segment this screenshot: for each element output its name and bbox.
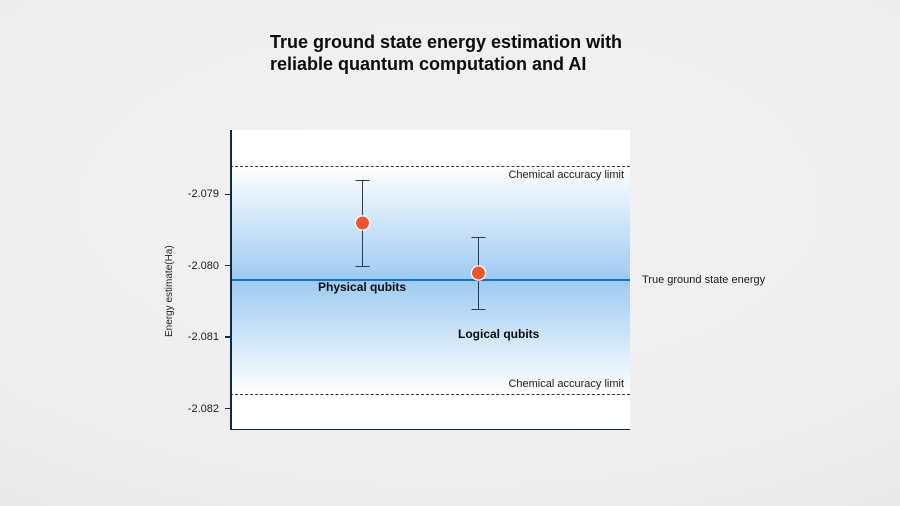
y-axis-label: Energy estimate(Ha) — [164, 245, 175, 337]
y-tick — [225, 265, 230, 267]
chart-title: True ground state energy estimation with… — [270, 32, 622, 76]
y-tick-label: -2.082 — [188, 403, 219, 415]
true-ground-state-line — [230, 279, 630, 282]
y-axis — [230, 130, 232, 430]
errorbar-logical-qubits — [478, 130, 479, 430]
y-tick — [225, 194, 230, 196]
y-tick — [225, 336, 230, 338]
series-label: Physical qubits — [318, 280, 406, 294]
chem-limit-lower-label: Chemical accuracy limit — [508, 378, 624, 390]
chem-limit-lower — [230, 394, 630, 395]
y-tick-label: -2.081 — [188, 331, 219, 343]
y-tick-label: -2.079 — [188, 188, 219, 200]
data-point-marker — [472, 266, 485, 279]
y-tick — [225, 408, 230, 410]
data-point-marker — [356, 216, 369, 229]
chart-plot-area: -2.079-2.080-2.081-2.082Chemical accurac… — [230, 130, 630, 430]
x-axis — [230, 429, 630, 431]
series-label: Logical qubits — [458, 327, 539, 341]
y-tick-label: -2.080 — [188, 260, 219, 272]
chem-limit-upper-label: Chemical accuracy limit — [508, 169, 624, 181]
chem-limit-upper — [230, 166, 630, 167]
true-ground-state-label: True ground state energy — [642, 274, 765, 286]
